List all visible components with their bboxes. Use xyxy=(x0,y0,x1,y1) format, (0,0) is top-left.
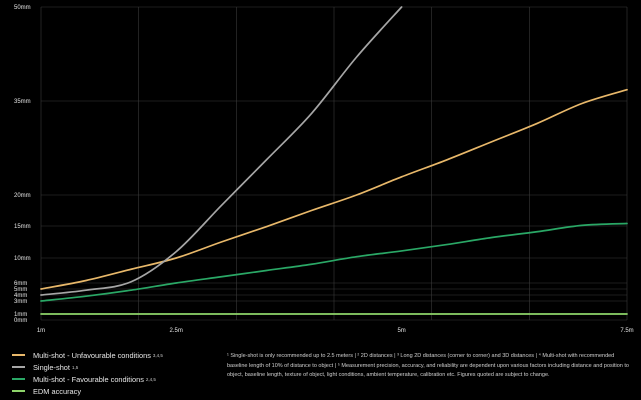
legend-swatch xyxy=(12,354,25,356)
x-tick-label: 5m xyxy=(397,328,405,334)
legend-swatch xyxy=(12,390,25,392)
series-line-single-shot xyxy=(40,6,403,296)
y-tick-label: 3mm xyxy=(14,299,27,305)
x-tick-label: 7.5m xyxy=(620,328,633,334)
footnote: ¹ Single-shot is only recommended up to … xyxy=(227,353,629,378)
x-tick-label: 2.5m xyxy=(170,328,183,334)
y-tick-label: 5mm xyxy=(14,287,27,293)
legend-item-multi-shot-favourable: Multi-shot - Favourable conditions 2,4,5 xyxy=(12,373,217,385)
legend-superscript: 1,5 xyxy=(71,364,79,370)
legend-label: Single-shot xyxy=(33,362,70,372)
y-tick-label: 1mm xyxy=(14,312,27,318)
y-tick-label: 4mm xyxy=(14,293,27,299)
legend-item-multi-shot-unfavourable: Multi-shot - Unfavourable conditions 3,4… xyxy=(12,349,217,361)
x-tick-label: 1m xyxy=(37,328,45,334)
legend-item-edm-accuracy: EDM accuracy xyxy=(12,385,217,397)
y-tick-label: 0mm xyxy=(14,318,27,324)
y-tick-label: 6mm xyxy=(14,281,27,287)
series-line-multi-shot-unfavourable-conditions xyxy=(40,88,628,290)
legend-superscript: 2,4,5 xyxy=(145,376,156,382)
y-tick-label: 20mm xyxy=(14,193,31,199)
legend-label: Multi-shot - Unfavourable conditions xyxy=(33,350,151,360)
legend-swatch xyxy=(12,366,25,368)
y-tick-label: 50mm xyxy=(14,5,31,11)
y-tick-label: 10mm xyxy=(14,256,31,262)
y-tick-label: 15mm xyxy=(14,224,31,230)
legend-superscript: 3,4,5 xyxy=(152,352,163,358)
legend-label: Multi-shot - Favourable conditions xyxy=(33,374,144,384)
y-tick-label: 35mm xyxy=(14,99,31,105)
legend-swatch xyxy=(12,378,25,380)
legend-label: EDM accuracy xyxy=(33,386,82,396)
legend-item-single-shot: Single-shot 1,5 xyxy=(12,361,217,373)
series-line-multi-shot-favourable-conditions xyxy=(40,222,628,302)
legend: Multi-shot - Unfavourable conditions 3,4… xyxy=(12,349,217,397)
